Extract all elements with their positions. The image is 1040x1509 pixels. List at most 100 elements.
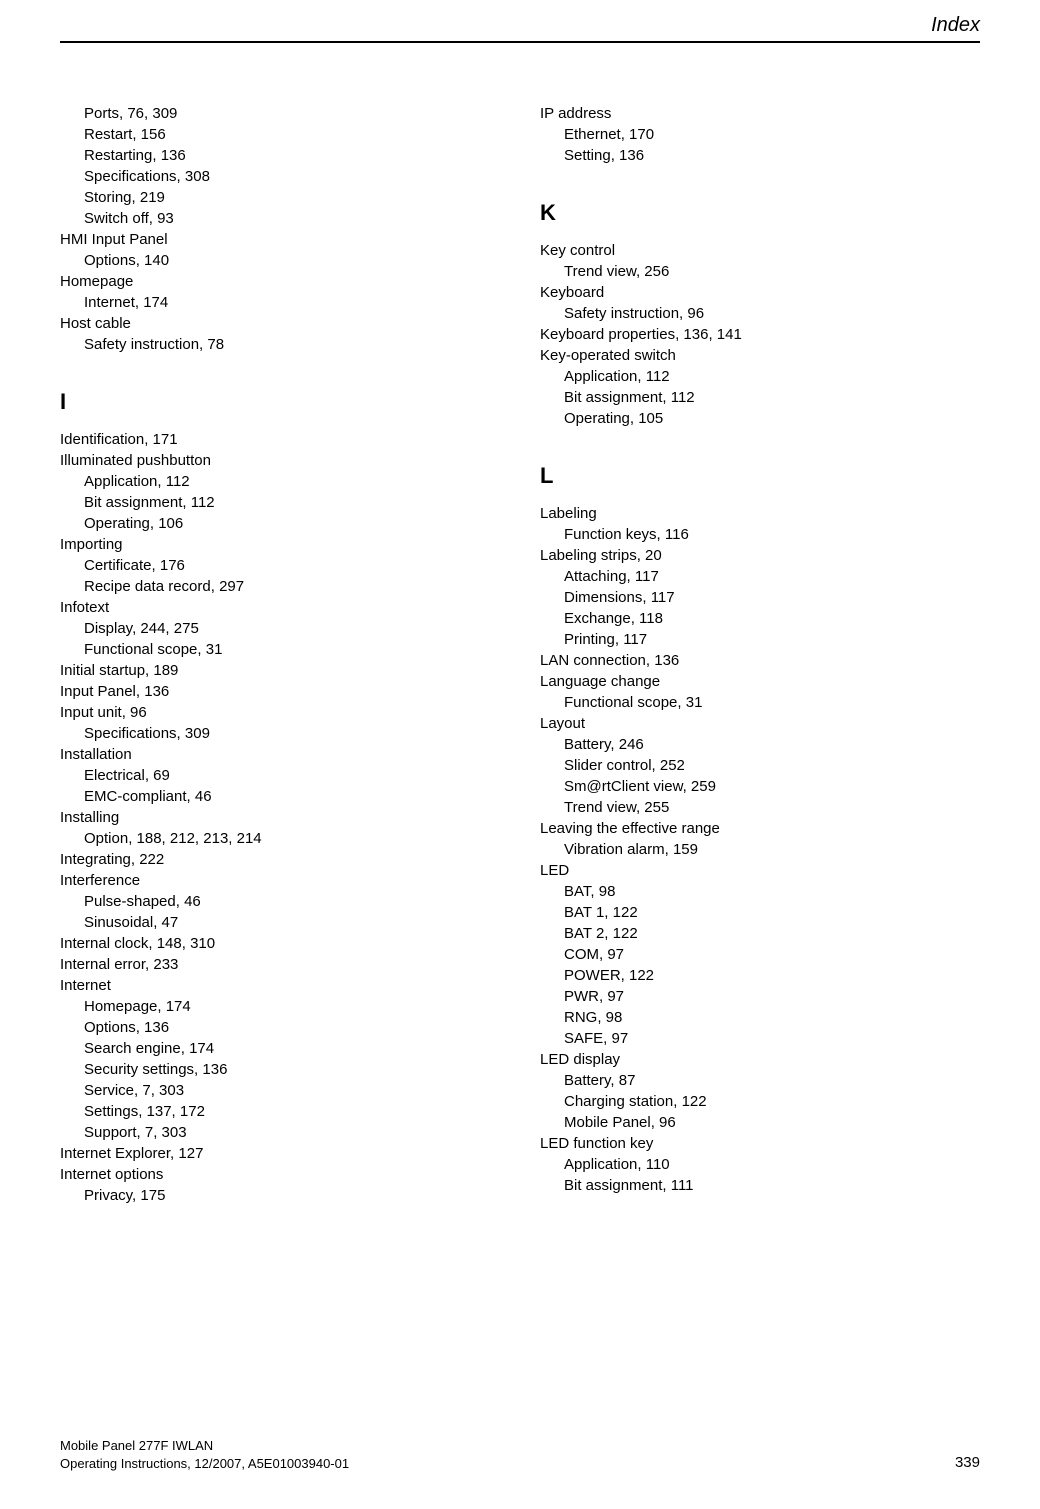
index-entry: Printing, 117 xyxy=(540,629,980,650)
index-entry: Infotext xyxy=(60,597,500,618)
index-entry: Layout xyxy=(540,713,980,734)
index-entry: Service, 7, 303 xyxy=(60,1080,500,1101)
index-entry: Dimensions, 117 xyxy=(540,587,980,608)
index-entry: Bit assignment, 111 xyxy=(540,1175,980,1196)
index-entry: Options, 136 xyxy=(60,1017,500,1038)
index-entry: Safety instruction, 96 xyxy=(540,303,980,324)
index-entry: Internet Explorer, 127 xyxy=(60,1143,500,1164)
index-entry: Internet options xyxy=(60,1164,500,1185)
index-entry: Host cable xyxy=(60,313,500,334)
index-entry: Vibration alarm, 159 xyxy=(540,839,980,860)
index-entry: LAN connection, 136 xyxy=(540,650,980,671)
left-column: Ports, 76, 309Restart, 156Restarting, 13… xyxy=(60,103,500,1206)
right-continuation: IP addressEthernet, 170Setting, 136 xyxy=(540,103,980,166)
index-entry: Illuminated pushbutton xyxy=(60,450,500,471)
index-entry: Key control xyxy=(540,240,980,261)
page-number: 339 xyxy=(955,1452,980,1473)
header-title: Index xyxy=(931,14,980,36)
index-entry: Search engine, 174 xyxy=(60,1038,500,1059)
section-I-items: Identification, 171Illuminated pushbutto… xyxy=(60,429,500,1206)
index-entry: Certificate, 176 xyxy=(60,555,500,576)
index-entry: Input Panel, 136 xyxy=(60,681,500,702)
index-entry: Sm@rtClient view, 259 xyxy=(540,776,980,797)
index-entry: Homepage xyxy=(60,271,500,292)
section-K-items: Key controlTrend view, 256KeyboardSafety… xyxy=(540,240,980,429)
index-entry: Exchange, 118 xyxy=(540,608,980,629)
index-entry: COM, 97 xyxy=(540,944,980,965)
section-letter-L: L xyxy=(540,463,980,489)
index-entry: Settings, 137, 172 xyxy=(60,1101,500,1122)
index-entry: Support, 7, 303 xyxy=(60,1122,500,1143)
index-entry: HMI Input Panel xyxy=(60,229,500,250)
index-entry: Attaching, 117 xyxy=(540,566,980,587)
index-entry: Internet xyxy=(60,975,500,996)
index-entry: Installation xyxy=(60,744,500,765)
page-footer: Mobile Panel 277F IWLAN Operating Instru… xyxy=(60,1437,980,1473)
index-entry: Operating, 106 xyxy=(60,513,500,534)
section-letter-K: K xyxy=(540,200,980,226)
index-entry: Functional scope, 31 xyxy=(540,692,980,713)
index-entry: Importing xyxy=(60,534,500,555)
index-entry: Input unit, 96 xyxy=(60,702,500,723)
index-entry: RNG, 98 xyxy=(540,1007,980,1028)
index-entry: Setting, 136 xyxy=(540,145,980,166)
index-entry: Application, 110 xyxy=(540,1154,980,1175)
index-entry: Security settings, 136 xyxy=(60,1059,500,1080)
index-entry: Language change xyxy=(540,671,980,692)
index-entry: Bit assignment, 112 xyxy=(60,492,500,513)
index-entry: Specifications, 309 xyxy=(60,723,500,744)
section-L-items: LabelingFunction keys, 116Labeling strip… xyxy=(540,503,980,1196)
index-entry: Initial startup, 189 xyxy=(60,660,500,681)
index-entry: PWR, 97 xyxy=(540,986,980,1007)
index-entry: Display, 244, 275 xyxy=(60,618,500,639)
index-entry: IP address xyxy=(540,103,980,124)
index-entry: Identification, 171 xyxy=(60,429,500,450)
right-column: IP addressEthernet, 170Setting, 136 K Ke… xyxy=(540,103,980,1206)
index-entry: Labeling xyxy=(540,503,980,524)
index-entry: Application, 112 xyxy=(540,366,980,387)
index-entry: Function keys, 116 xyxy=(540,524,980,545)
index-entry: Slider control, 252 xyxy=(540,755,980,776)
index-entry: Homepage, 174 xyxy=(60,996,500,1017)
page-header: Index xyxy=(60,0,980,43)
footer-line1: Mobile Panel 277F IWLAN xyxy=(60,1437,349,1455)
index-entry: Key-operated switch xyxy=(540,345,980,366)
index-entry: Battery, 87 xyxy=(540,1070,980,1091)
index-entry: Internet, 174 xyxy=(60,292,500,313)
index-entry: Leaving the effective range xyxy=(540,818,980,839)
index-entry: Operating, 105 xyxy=(540,408,980,429)
index-entry: BAT, 98 xyxy=(540,881,980,902)
index-entry: LED display xyxy=(540,1049,980,1070)
index-entry: Option, 188, 212, 213, 214 xyxy=(60,828,500,849)
index-entry: Sinusoidal, 47 xyxy=(60,912,500,933)
index-entry: Battery, 246 xyxy=(540,734,980,755)
index-entry: Internal error, 233 xyxy=(60,954,500,975)
index-entry: Privacy, 175 xyxy=(60,1185,500,1206)
index-entry: BAT 2, 122 xyxy=(540,923,980,944)
index-entry: Trend view, 256 xyxy=(540,261,980,282)
index-entry: Labeling strips, 20 xyxy=(540,545,980,566)
index-entry: Interference xyxy=(60,870,500,891)
index-entry: Ethernet, 170 xyxy=(540,124,980,145)
index-entry: Mobile Panel, 96 xyxy=(540,1112,980,1133)
index-entry: Switch off, 93 xyxy=(60,208,500,229)
index-entry: Restarting, 136 xyxy=(60,145,500,166)
section-letter-I: I xyxy=(60,389,500,415)
index-entry: Electrical, 69 xyxy=(60,765,500,786)
index-entry: Safety instruction, 78 xyxy=(60,334,500,355)
footer-line2: Operating Instructions, 12/2007, A5E0100… xyxy=(60,1455,349,1473)
index-entry: SAFE, 97 xyxy=(540,1028,980,1049)
index-entry: LED xyxy=(540,860,980,881)
index-entry: Integrating, 222 xyxy=(60,849,500,870)
index-entry: Specifications, 308 xyxy=(60,166,500,187)
index-entry: Options, 140 xyxy=(60,250,500,271)
left-continuation: Ports, 76, 309Restart, 156Restarting, 13… xyxy=(60,103,500,355)
footer-left: Mobile Panel 277F IWLAN Operating Instru… xyxy=(60,1437,349,1473)
index-entry: Storing, 219 xyxy=(60,187,500,208)
index-entry: Ports, 76, 309 xyxy=(60,103,500,124)
index-entry: POWER, 122 xyxy=(540,965,980,986)
index-entry: Application, 112 xyxy=(60,471,500,492)
index-entry: Recipe data record, 297 xyxy=(60,576,500,597)
index-entry: Bit assignment, 112 xyxy=(540,387,980,408)
index-entry: Pulse-shaped, 46 xyxy=(60,891,500,912)
